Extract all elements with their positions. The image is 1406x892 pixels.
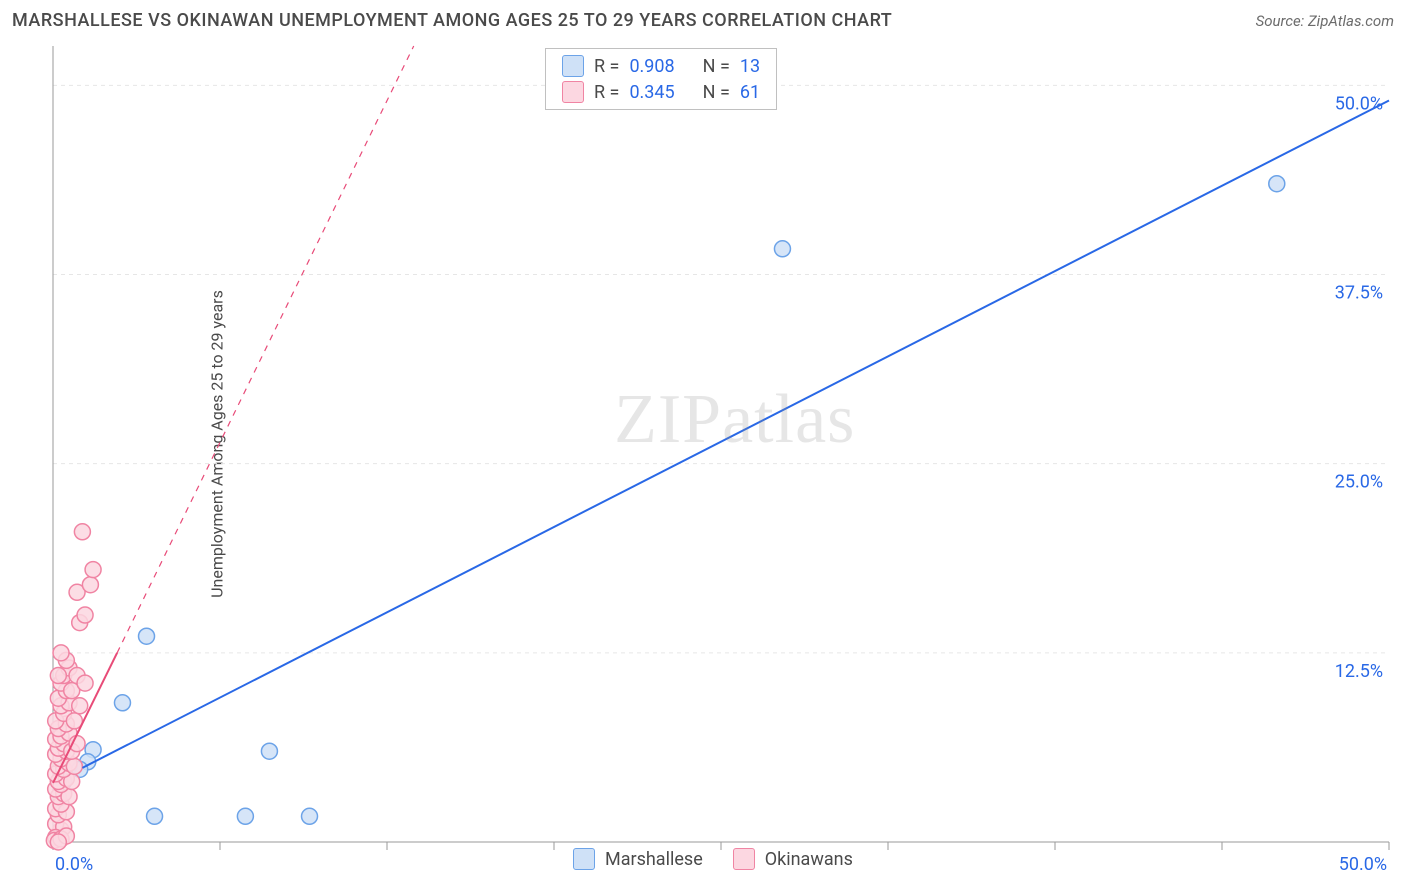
- source-label: Source: ZipAtlas.com: [1256, 12, 1394, 30]
- chart-title: MARSHALLESE VS OKINAWAN UNEMPLOYMENT AMO…: [12, 10, 892, 31]
- svg-text:37.5%: 37.5%: [1335, 283, 1383, 304]
- chart-area: Unemployment Among Ages 25 to 29 years 1…: [53, 46, 1389, 842]
- header: MARSHALLESE VS OKINAWAN UNEMPLOYMENT AMO…: [12, 10, 1394, 31]
- svg-text:50.0%: 50.0%: [1335, 93, 1383, 114]
- legend-item: Marshallese: [573, 848, 703, 870]
- legend-label: Okinawans: [765, 849, 853, 870]
- svg-text:12.5%: 12.5%: [1335, 661, 1383, 682]
- legend-item: Okinawans: [733, 848, 853, 870]
- svg-text:0.0%: 0.0%: [55, 854, 93, 875]
- legend-label: Marshallese: [605, 849, 703, 870]
- svg-text:25.0%: 25.0%: [1335, 472, 1383, 493]
- series-swatch: [733, 848, 755, 870]
- series-swatch: [573, 848, 595, 870]
- svg-text:50.0%: 50.0%: [1339, 854, 1387, 875]
- legend: Marshallese Okinawans: [573, 848, 853, 870]
- scatter-plot: 12.5%25.0%37.5%50.0%0.0%50.0%: [53, 46, 1389, 842]
